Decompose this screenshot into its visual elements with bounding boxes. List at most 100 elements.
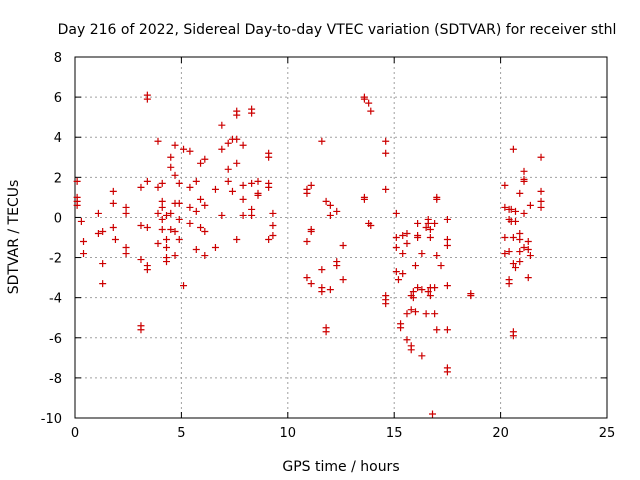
data-point xyxy=(269,231,277,239)
data-point xyxy=(248,179,256,187)
data-point xyxy=(443,368,451,376)
data-point xyxy=(333,258,341,266)
data-point xyxy=(326,201,334,209)
data-point xyxy=(154,183,162,191)
data-point xyxy=(175,215,183,223)
data-point xyxy=(501,181,509,189)
data-point xyxy=(137,221,145,229)
data-point xyxy=(467,292,475,300)
x-tick-label: 5 xyxy=(177,426,185,441)
data-point xyxy=(426,225,434,233)
data-point xyxy=(516,236,524,244)
data-point xyxy=(403,229,411,237)
data-point xyxy=(307,225,315,233)
data-point xyxy=(158,215,166,223)
data-point xyxy=(122,244,130,252)
data-point xyxy=(367,107,375,115)
y-tick-label: -8 xyxy=(49,372,62,387)
data-point xyxy=(509,234,517,241)
data-point xyxy=(394,276,402,284)
y-tick-label: 4 xyxy=(54,131,62,146)
data-point xyxy=(197,159,205,167)
data-point xyxy=(99,280,107,288)
data-point xyxy=(367,221,375,229)
data-point xyxy=(516,189,524,197)
data-point xyxy=(443,215,451,223)
data-point xyxy=(520,177,528,185)
data-point xyxy=(409,294,417,302)
data-point xyxy=(407,306,415,314)
data-point xyxy=(167,209,175,217)
data-point xyxy=(211,185,219,193)
data-point xyxy=(175,236,183,244)
data-point xyxy=(392,268,400,276)
data-point xyxy=(265,183,273,191)
data-point xyxy=(109,199,117,207)
data-point xyxy=(73,201,81,209)
data-point xyxy=(99,227,107,235)
data-point xyxy=(80,238,88,246)
data-point xyxy=(218,145,226,153)
x-tick-label: 25 xyxy=(599,426,616,441)
data-point xyxy=(201,201,209,209)
data-point xyxy=(431,284,439,292)
data-point xyxy=(197,223,205,231)
data-point xyxy=(269,209,277,217)
data-point xyxy=(248,109,256,117)
data-point xyxy=(201,155,209,163)
data-point xyxy=(524,238,532,246)
data-point xyxy=(322,197,330,205)
data-point xyxy=(73,177,81,185)
data-point xyxy=(392,209,400,217)
data-point xyxy=(339,276,347,284)
data-point xyxy=(326,286,334,294)
data-point xyxy=(180,282,188,290)
data-point xyxy=(167,153,175,161)
data-point xyxy=(186,183,194,191)
data-point xyxy=(382,149,390,157)
y-tick-label: -2 xyxy=(49,252,62,267)
data-point xyxy=(158,225,166,233)
data-point xyxy=(167,163,175,171)
data-point xyxy=(224,165,232,173)
data-point xyxy=(326,211,334,219)
data-point xyxy=(426,292,434,300)
y-axis-title: SDTVAR / TECUs xyxy=(6,180,22,295)
data-point xyxy=(143,266,151,274)
data-point xyxy=(501,234,509,241)
data-point xyxy=(248,211,256,219)
data-point xyxy=(307,280,315,288)
data-point xyxy=(303,189,311,197)
data-point xyxy=(269,221,277,229)
data-point xyxy=(424,219,432,227)
data-point xyxy=(443,236,451,244)
data-point xyxy=(520,167,528,175)
data-point xyxy=(163,211,171,219)
x-tick-label: 10 xyxy=(280,426,297,441)
data-point xyxy=(526,201,534,209)
data-point xyxy=(233,159,241,167)
data-point xyxy=(333,207,341,215)
data-point xyxy=(239,141,247,149)
data-point xyxy=(505,280,513,288)
data-point xyxy=(505,248,513,256)
data-point xyxy=(201,227,209,235)
data-point xyxy=(137,326,145,334)
data-point xyxy=(186,147,194,155)
data-point xyxy=(339,242,347,250)
data-point xyxy=(94,229,102,237)
data-point xyxy=(239,211,247,219)
data-point xyxy=(365,99,373,107)
data-point xyxy=(254,191,262,199)
data-point xyxy=(411,308,419,316)
data-point xyxy=(433,195,441,203)
x-tick-label: 20 xyxy=(492,426,509,441)
data-point xyxy=(437,262,445,270)
data-point xyxy=(537,153,545,161)
data-point xyxy=(143,95,151,103)
data-point xyxy=(167,225,175,233)
plot-frame xyxy=(74,56,608,419)
data-point xyxy=(418,352,426,360)
data-point xyxy=(186,219,194,227)
